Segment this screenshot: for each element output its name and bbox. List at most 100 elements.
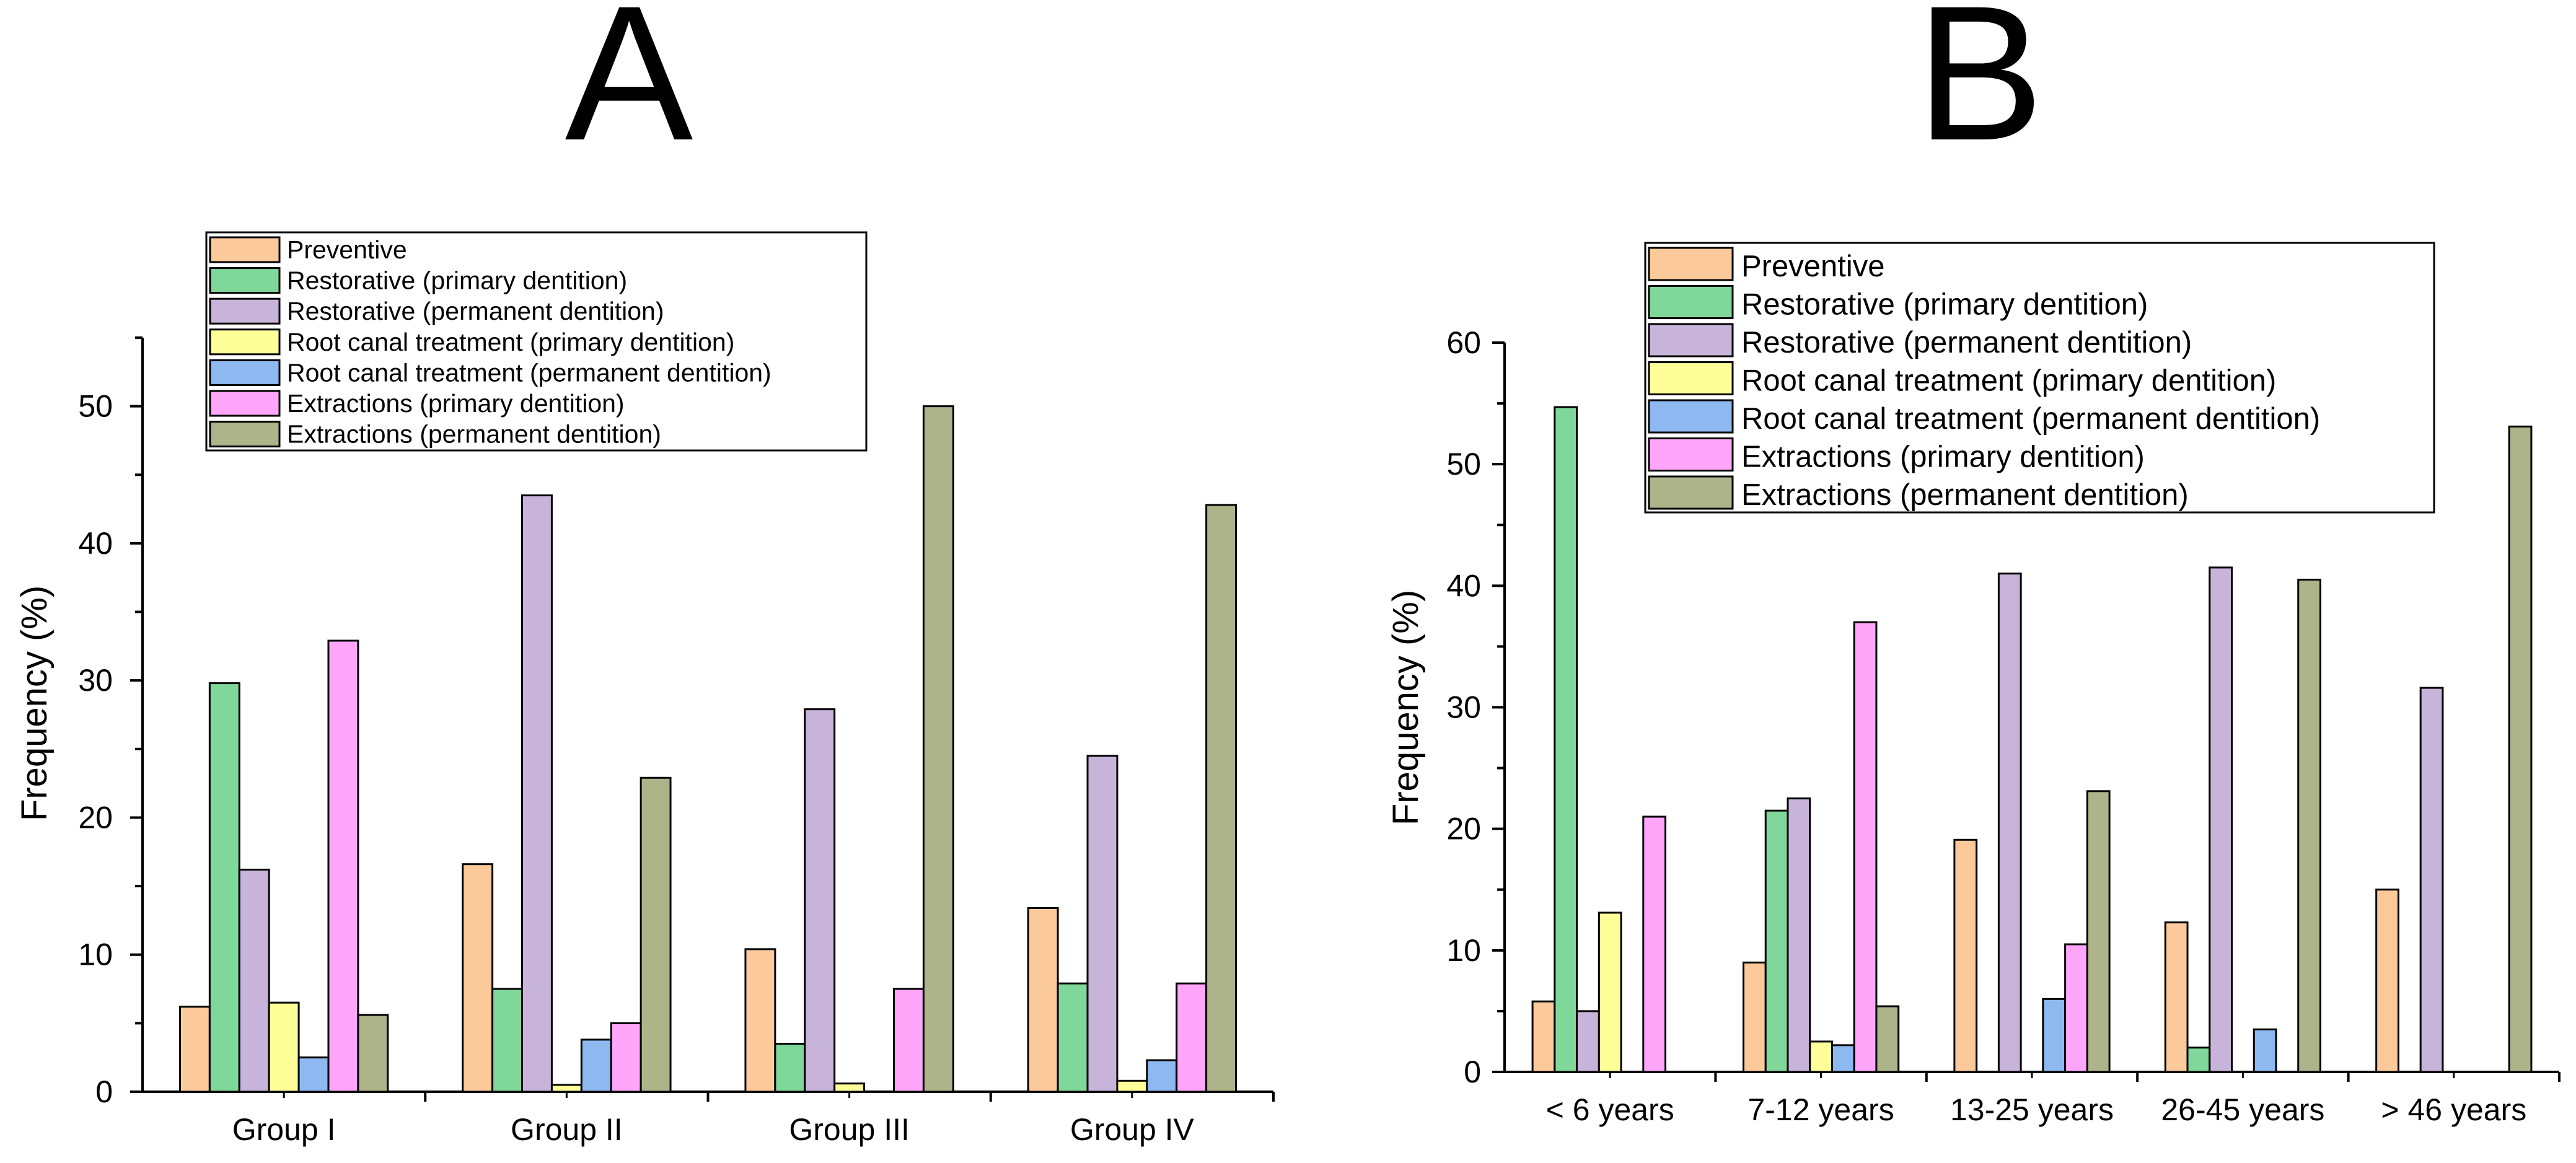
bar xyxy=(2297,579,2321,1073)
y-tick-label: 20 xyxy=(1446,812,1481,846)
y-tick-label: 10 xyxy=(78,937,113,972)
bar xyxy=(744,948,776,1093)
bar xyxy=(1809,1040,1833,1073)
bar xyxy=(178,1006,211,1093)
legend-swatch xyxy=(1648,399,1734,434)
bar xyxy=(804,708,836,1093)
bar xyxy=(491,988,524,1093)
panel-title: A xyxy=(565,0,694,180)
bar xyxy=(2375,889,2399,1073)
bar xyxy=(833,1082,866,1093)
bar xyxy=(2164,921,2189,1073)
legend-label: Root canal treatment (primary dentition) xyxy=(287,328,734,356)
y-tick-label: 10 xyxy=(1446,933,1481,968)
x-tick-label: Group III xyxy=(789,1112,910,1147)
bar xyxy=(2209,566,2233,1073)
x-tick-label: 7-12 years xyxy=(1747,1092,1894,1127)
legend-label: Extractions (primary dentition) xyxy=(1741,441,2145,474)
legend-label: Restorative (permanent dentition) xyxy=(1741,326,2192,359)
bar xyxy=(1598,911,1622,1073)
panel-title: B xyxy=(1916,0,2044,180)
bar xyxy=(1997,573,2022,1073)
y-tick-label: 50 xyxy=(1446,447,1481,481)
legend-swatch xyxy=(209,328,281,356)
legend-swatch xyxy=(1648,361,1734,395)
y-axis-label: Frequency (%) xyxy=(1386,590,1426,825)
bar xyxy=(1576,1010,1600,1073)
x-tick-label: Group IV xyxy=(1070,1112,1195,1147)
legend-swatch xyxy=(209,421,281,448)
bar xyxy=(1086,755,1119,1093)
legend-label: Extractions (permanent dentition) xyxy=(287,420,661,449)
legend-box xyxy=(1644,242,2435,514)
bar xyxy=(2064,943,2088,1073)
y-tick-label: 50 xyxy=(78,389,113,424)
bar xyxy=(1787,797,1811,1073)
bar xyxy=(297,1056,330,1093)
legend-swatch xyxy=(209,267,281,294)
x-tick-label: < 6 years xyxy=(1546,1092,1674,1127)
bar xyxy=(580,1038,612,1093)
x-tick-label: 26-45 years xyxy=(2161,1092,2324,1127)
bar xyxy=(1554,406,1578,1073)
y-tick-label: 40 xyxy=(1446,568,1481,603)
legend-swatch xyxy=(209,297,281,325)
bar xyxy=(1743,961,1767,1073)
bar xyxy=(521,494,553,1093)
bar xyxy=(922,405,954,1093)
bar xyxy=(550,1084,582,1093)
legend-label: Preventive xyxy=(287,235,407,264)
bar xyxy=(2042,998,2067,1073)
legend-label: Extractions (primary dentition) xyxy=(287,389,625,418)
bar xyxy=(238,869,270,1093)
legend-swatch xyxy=(209,359,281,386)
bar xyxy=(462,863,494,1093)
legend-swatch xyxy=(209,236,281,263)
legend-swatch xyxy=(1648,475,1734,510)
bar xyxy=(2419,687,2444,1073)
bar xyxy=(1205,504,1237,1093)
legend-swatch xyxy=(1648,323,1734,358)
x-tick-label: Group I xyxy=(232,1112,336,1147)
bar xyxy=(1057,982,1089,1093)
legend-swatch xyxy=(1648,437,1734,472)
y-tick-label: 0 xyxy=(1464,1055,1481,1089)
y-tick-label: 30 xyxy=(1446,690,1481,725)
bar xyxy=(268,1001,300,1093)
bar xyxy=(208,682,240,1093)
legend-label: Root canal treatment (permanent dentitio… xyxy=(1741,402,2320,436)
bar xyxy=(327,639,359,1093)
bar xyxy=(2508,425,2533,1073)
legend-label: Root canal treatment (primary dentition) xyxy=(1741,364,2276,398)
bar xyxy=(2086,790,2111,1073)
legend-label: Extractions (permanent dentition) xyxy=(1741,478,2189,512)
legend-label: Preventive xyxy=(1741,250,1885,283)
y-tick-label: 30 xyxy=(78,663,113,698)
bar xyxy=(892,988,925,1093)
legend-swatch xyxy=(1648,285,1734,319)
x-tick-label: 13-25 years xyxy=(1950,1092,2114,1127)
x-tick-label: > 46 years xyxy=(2381,1092,2526,1127)
bar xyxy=(1116,1079,1148,1093)
bar xyxy=(1831,1044,1855,1073)
y-tick-label: 60 xyxy=(1446,325,1481,360)
bar xyxy=(1764,809,1789,1073)
bar xyxy=(1642,815,1667,1073)
y-tick-label: 20 xyxy=(78,800,113,835)
bar xyxy=(1853,621,1878,1073)
bar xyxy=(357,1014,389,1093)
bar xyxy=(1146,1059,1178,1093)
bar xyxy=(1027,906,1059,1093)
y-tick-label: 40 xyxy=(78,526,113,561)
x-tick-label: Group II xyxy=(511,1112,623,1147)
panel-b: B 0 10 20 30 40 50 60 Frequency (%) < 6 years 7-12… xyxy=(1386,0,2561,1127)
bar xyxy=(2253,1028,2277,1073)
bar xyxy=(2186,1047,2211,1073)
bar xyxy=(1953,838,1978,1073)
panel-a: A 0 10 20 30 40 50 Frequency (%) Group I Group II… xyxy=(14,0,1275,1147)
y-tick-label: 0 xyxy=(95,1074,113,1109)
y-axis-label: Frequency (%) xyxy=(14,586,55,821)
